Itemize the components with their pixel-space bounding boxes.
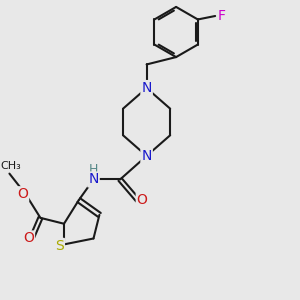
Text: S: S	[55, 239, 64, 253]
Text: N: N	[141, 81, 152, 95]
Text: O: O	[137, 193, 148, 207]
Text: CH₃: CH₃	[1, 160, 21, 171]
Text: F: F	[218, 9, 226, 23]
Text: N: N	[88, 172, 99, 187]
Text: N: N	[141, 149, 152, 163]
Text: O: O	[23, 232, 34, 245]
Text: O: O	[17, 187, 28, 201]
Text: H: H	[89, 163, 98, 176]
